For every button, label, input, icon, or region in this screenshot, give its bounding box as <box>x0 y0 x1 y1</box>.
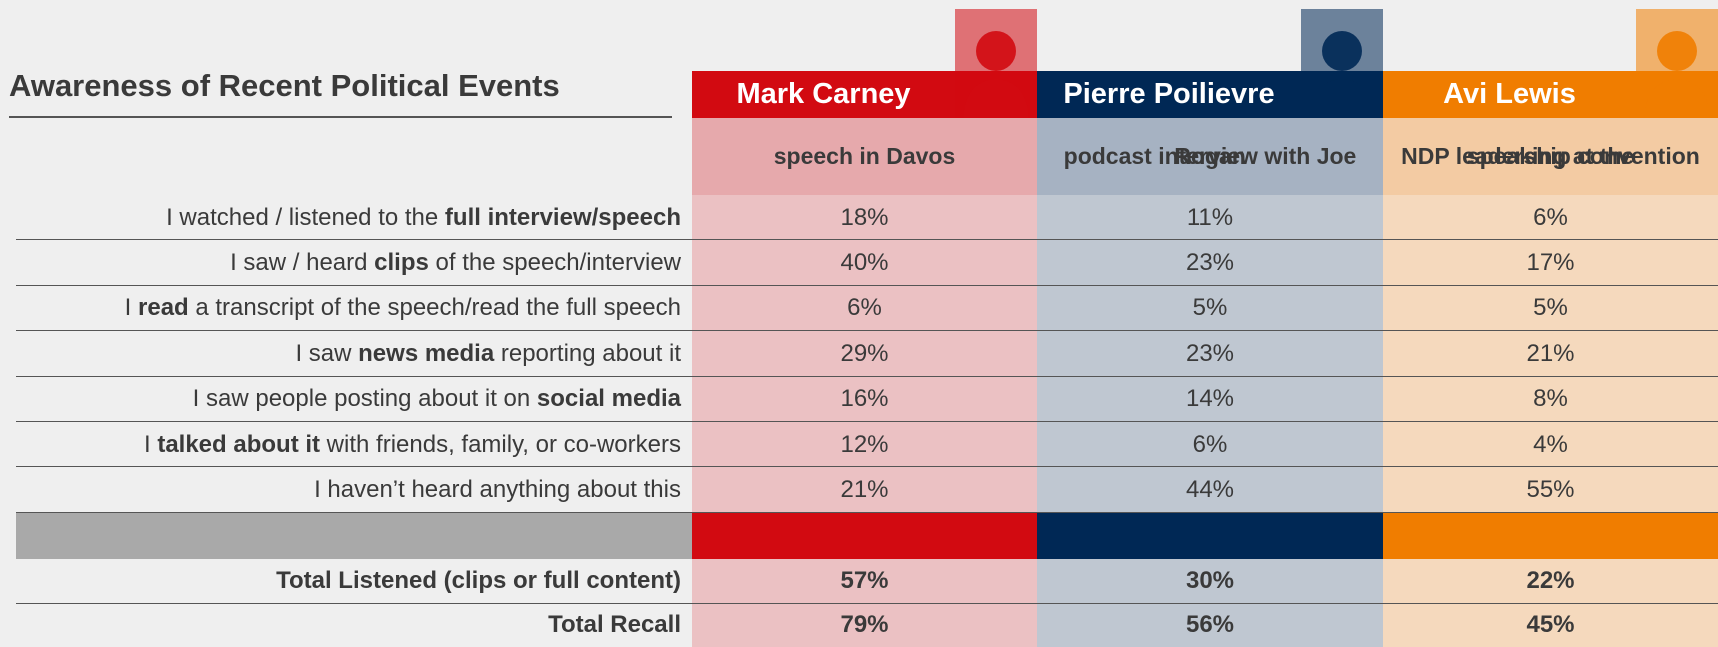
cell-value: 17% <box>1383 240 1718 285</box>
row-label: I talked about it with friends, family, … <box>16 422 681 467</box>
label-band <box>16 513 692 559</box>
total-value: 79% <box>692 604 1037 647</box>
row-label: I haven’t heard anything about this <box>16 467 681 512</box>
label-part: of the speech/interview <box>429 249 681 277</box>
candidate-name: Avi Lewis <box>1383 71 1636 118</box>
label-part: a transcript of the speech/read the full… <box>189 294 681 322</box>
event-line: NDP leadership convention <box>1401 143 1700 170</box>
cell-value: 18% <box>692 195 1037 240</box>
event-line: speech in Davos <box>774 143 956 170</box>
cell-value: 55% <box>1383 467 1718 512</box>
row-label: I saw people posting about it on social … <box>16 377 681 422</box>
cell-value: 8% <box>1383 377 1718 422</box>
cell-value: 6% <box>1037 422 1383 467</box>
cell-value: 29% <box>692 331 1037 376</box>
label-part: clips <box>374 249 429 277</box>
label-part: talked about it <box>157 431 320 459</box>
column-band <box>692 513 1037 559</box>
cell-value: 23% <box>1037 240 1383 285</box>
column-band <box>1037 513 1383 559</box>
total-value: 45% <box>1383 604 1718 647</box>
row-label: I saw / heard clips of the speech/interv… <box>16 240 681 285</box>
cell-value: 40% <box>692 240 1037 285</box>
label-part: I saw / heard <box>230 249 374 277</box>
cell-value: 6% <box>1383 195 1718 240</box>
event-subheader: speech in Davos <box>692 118 1037 195</box>
label-part: read <box>138 294 189 322</box>
label-part: I <box>125 294 138 322</box>
cell-value: 21% <box>692 467 1037 512</box>
label-part: reporting about it <box>494 340 681 368</box>
cell-value: 5% <box>1383 286 1718 331</box>
candidate-photo <box>1301 9 1383 119</box>
cell-value: 4% <box>1383 422 1718 467</box>
row-label: I saw news media reporting about it <box>16 331 681 376</box>
label-part: news media <box>358 340 494 368</box>
cell-value: 14% <box>1037 377 1383 422</box>
cell-value: 16% <box>692 377 1037 422</box>
candidate-name: Mark Carney <box>692 71 955 118</box>
total-label: Total Recall <box>16 604 681 647</box>
row-label: I read a transcript of the speech/read t… <box>16 286 681 331</box>
label-part: I saw <box>295 340 358 368</box>
cell-value: 21% <box>1383 331 1718 376</box>
label-part: with friends, family, or co-workers <box>320 431 681 459</box>
title-underline <box>9 116 672 118</box>
cell-value: 6% <box>692 286 1037 331</box>
cell-value: 11% <box>1037 195 1383 240</box>
cell-value: 5% <box>1037 286 1383 331</box>
total-value: 57% <box>692 559 1037 604</box>
event-line: Rogan <box>1174 143 1246 170</box>
total-label: Total Listened (clips or full content) <box>16 559 681 604</box>
candidate-name: Pierre Poilievre <box>1037 71 1301 118</box>
label-part: I <box>144 431 157 459</box>
cell-value: 23% <box>1037 331 1383 376</box>
page: Awareness of Recent Political Events (()… <box>0 0 1718 647</box>
label-part: I watched / listened to the <box>166 204 445 232</box>
label-part: social media <box>537 385 681 413</box>
candidate-photo <box>1636 9 1718 119</box>
title: Awareness of Recent Political Events <box>9 68 560 104</box>
label-part: full interview/speech <box>445 204 681 232</box>
column-band <box>1383 513 1718 559</box>
cell-value: 44% <box>1037 467 1383 512</box>
label-part: I haven’t heard anything about this <box>314 476 681 504</box>
row-label: I watched / listened to the full intervi… <box>16 195 681 240</box>
label-part: I saw people posting about it on <box>193 385 537 413</box>
total-value: 30% <box>1037 559 1383 604</box>
cell-value: 12% <box>692 422 1037 467</box>
total-value: 56% <box>1037 604 1383 647</box>
total-value: 22% <box>1383 559 1718 604</box>
candidate-photo <box>955 9 1037 119</box>
